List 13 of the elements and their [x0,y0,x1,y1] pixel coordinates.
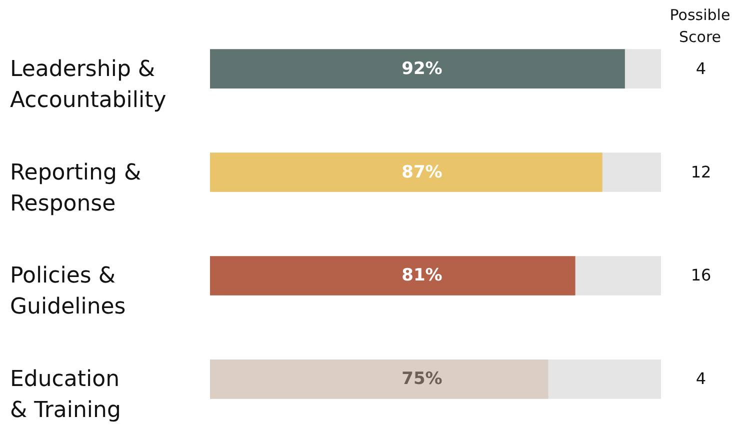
text: 16 [690,266,712,285]
text: 4 [696,369,706,388]
text: 4 [696,58,706,78]
text: 12 [690,162,712,182]
data-label: 75% [402,369,442,390]
data-label: 87% [402,162,442,182]
y-tick-label: Education & Training [10,367,121,424]
y-tick-label: Policies & Guidelines [10,264,126,320]
text: Possible Score [670,6,730,46]
y-tick-label: Leadership & Accountability [10,56,166,113]
data-label: 81% [402,266,442,286]
data-label: 92% [402,58,442,79]
y-tick-label: Reporting & Response [10,160,142,216]
